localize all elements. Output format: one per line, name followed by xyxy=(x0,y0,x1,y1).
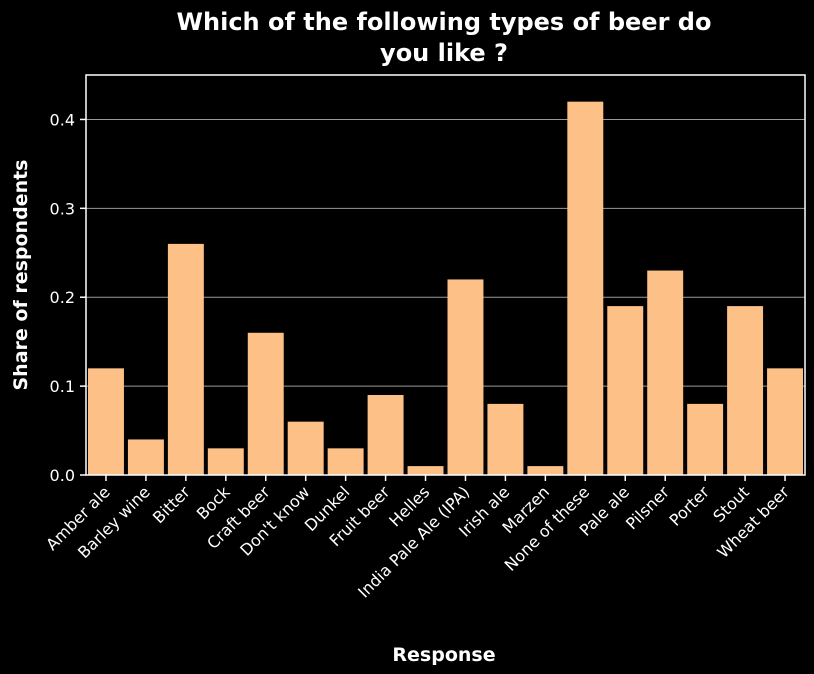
x-tick-label: Bitter xyxy=(149,482,194,527)
chart-title-line-1: Which of the following types of beer do xyxy=(177,8,712,36)
bar xyxy=(567,101,604,476)
bar xyxy=(327,448,364,475)
bar xyxy=(87,368,124,475)
bar xyxy=(167,243,204,475)
bar xyxy=(407,466,444,475)
bar xyxy=(527,466,564,475)
bar xyxy=(127,439,164,475)
y-tick-label: 0.0 xyxy=(50,466,75,485)
x-tick-label: Porter xyxy=(665,482,713,530)
bar xyxy=(607,306,644,475)
bar xyxy=(727,306,764,475)
bar xyxy=(247,332,284,475)
bar xyxy=(687,403,724,475)
bar xyxy=(647,270,684,475)
y-axis-ticks: 0.0 0.1 0.2 0.3 0.4 xyxy=(50,110,86,485)
bar xyxy=(767,368,804,475)
bar xyxy=(367,395,404,475)
bar xyxy=(487,403,524,475)
chart-title-line-2: you like ? xyxy=(380,39,508,67)
y-tick-label: 0.3 xyxy=(50,199,75,218)
x-tick-label: Pilsner xyxy=(622,482,673,533)
bar xyxy=(207,448,244,475)
plot-frame xyxy=(85,74,806,476)
bar xyxy=(287,421,324,475)
y-tick-label: 0.1 xyxy=(50,377,75,396)
y-axis-title: Share of respondents xyxy=(10,160,32,391)
y-tick-label: 0.4 xyxy=(50,110,75,129)
x-axis-title: Response xyxy=(392,644,495,666)
bars xyxy=(87,101,804,476)
y-tick-label: 0.2 xyxy=(50,288,75,307)
bar xyxy=(447,279,484,475)
